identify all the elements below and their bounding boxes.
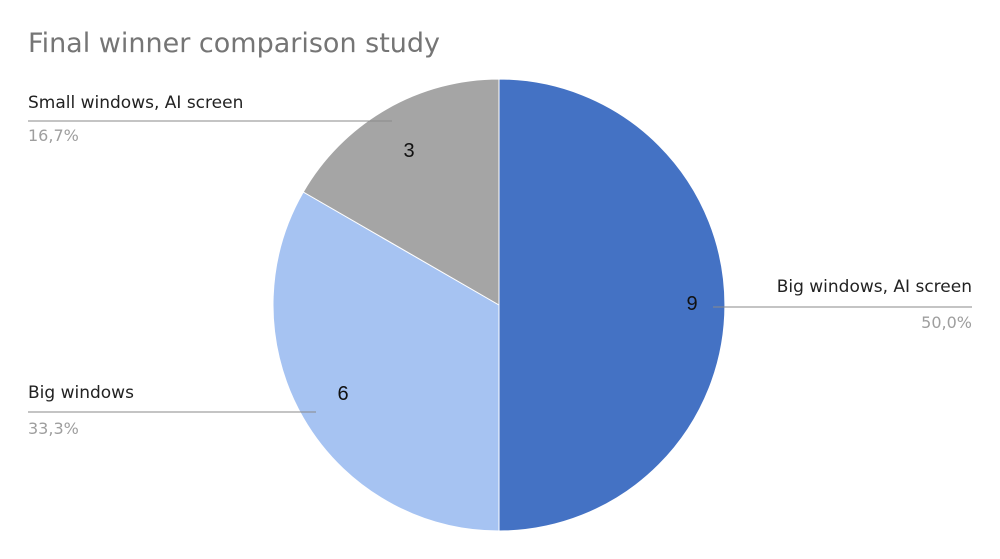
pie-slice xyxy=(498,78,726,532)
slice-category-label: Big windows xyxy=(28,383,134,403)
slice-value-label: 6 xyxy=(337,383,348,405)
slice-category-label: Big windows, AI screen xyxy=(777,277,972,297)
pie-slice xyxy=(272,191,500,532)
slice-percent-label: 33,3% xyxy=(28,419,79,438)
slice-percent-label: 50,0% xyxy=(921,313,972,332)
slice-labels: 9 Big windows, AI screen 50,0% 6 Big windows… xyxy=(28,93,972,438)
leader-lines xyxy=(28,120,972,413)
slice-category-label: Small windows, AI screen xyxy=(28,93,243,113)
slice-percent-label: 16,7% xyxy=(28,126,79,145)
pie-slice xyxy=(302,78,500,306)
chart-title: Final winner comparison study xyxy=(28,28,440,59)
slice-value-label: 9 xyxy=(686,293,697,315)
pie-slices xyxy=(272,78,726,532)
slice-value-label: 3 xyxy=(403,140,414,162)
